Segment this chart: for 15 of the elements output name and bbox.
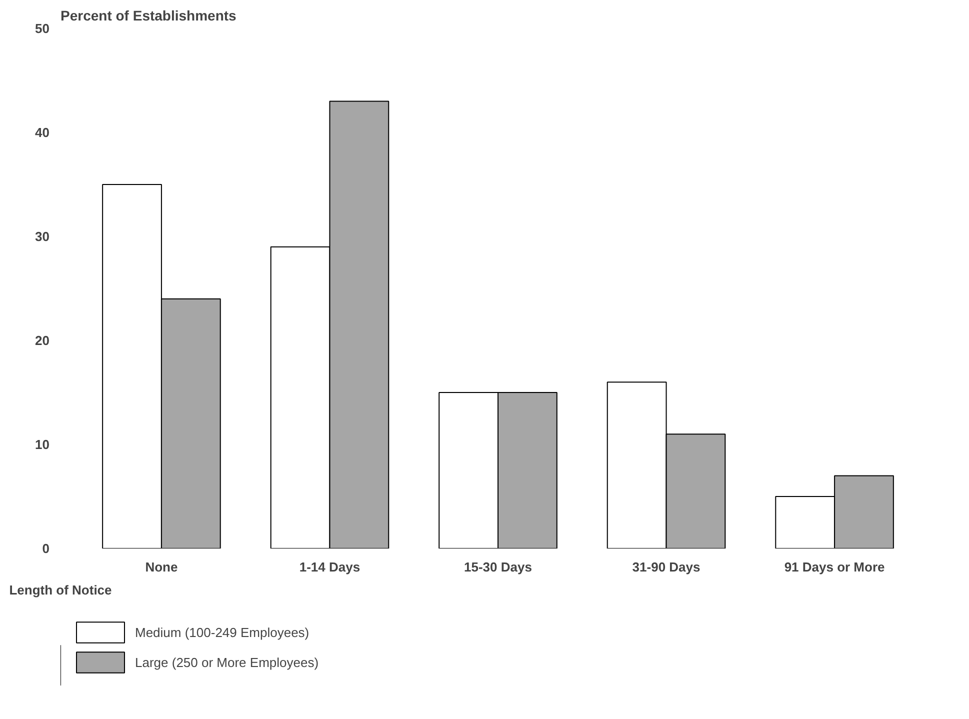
y-tick-label: 20 — [35, 333, 50, 348]
x-axis-title: Length of Notice — [9, 582, 112, 598]
legend-label: Medium (100-249 Employees) — [135, 624, 310, 640]
y-tick-label: 50 — [35, 21, 50, 36]
x-tick-label: 1-14 Days — [299, 560, 360, 574]
x-tick-label: 15-30 Days — [464, 560, 532, 574]
y-axis-title: Percent of Establishments — [60, 8, 237, 24]
legend-label: Large (250 or More Employees) — [135, 654, 319, 670]
y-tick-label: 30 — [35, 229, 50, 244]
y-tick-label: 40 — [35, 125, 50, 140]
x-tick-label: 31-90 Days — [632, 560, 700, 574]
x-tick-label: None — [145, 560, 178, 574]
y-tick-label: 0 — [42, 541, 50, 556]
x-tick-label: 91 Days or More — [784, 560, 885, 574]
y-tick-label: 10 — [35, 437, 50, 452]
